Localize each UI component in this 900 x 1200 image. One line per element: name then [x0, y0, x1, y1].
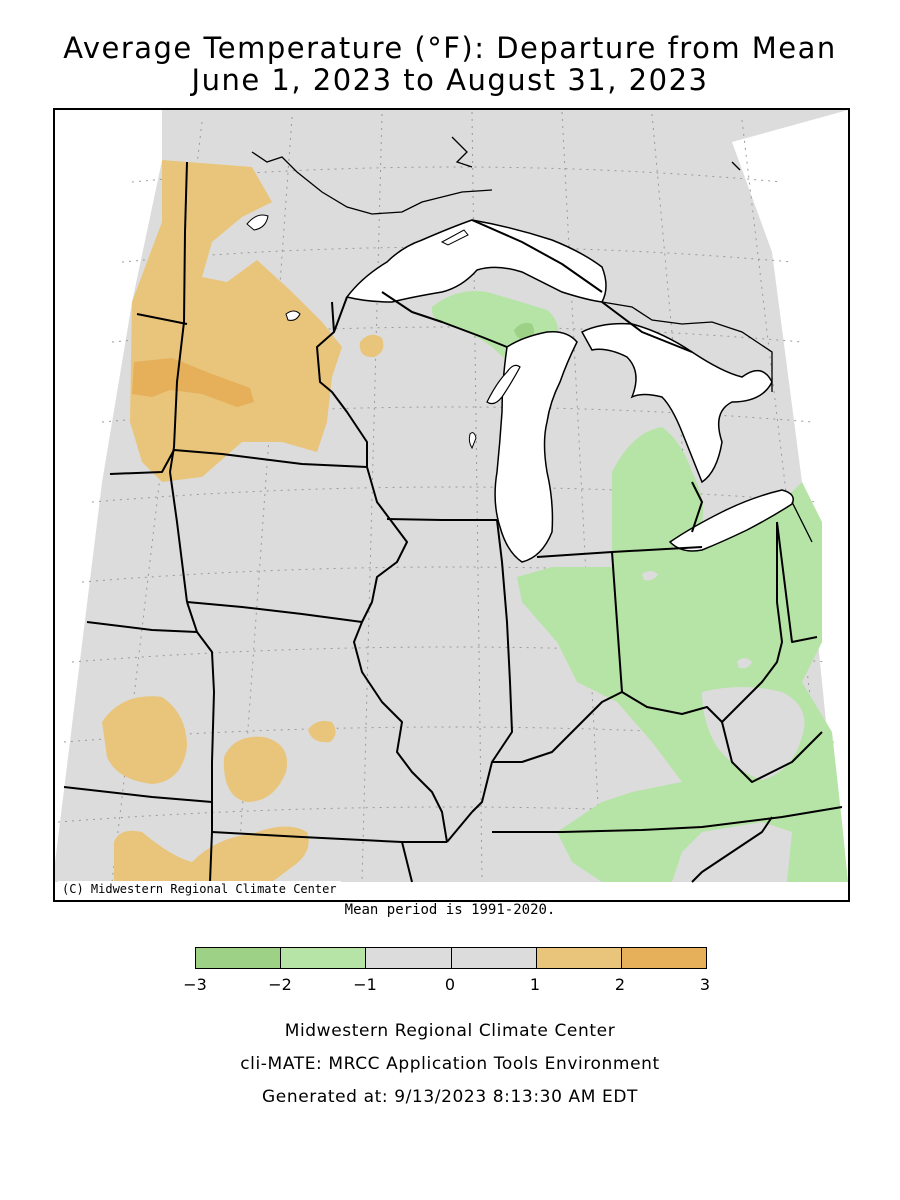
- footer-organization: Midwestern Regional Climate Center: [284, 1021, 616, 1041]
- legend-tick-label: 2: [614, 975, 626, 994]
- legend-tick-label: 3: [699, 975, 711, 994]
- legend-tick-label: 0: [444, 975, 456, 994]
- northern-coastline: [251, 136, 813, 543]
- warm-area-north: [130, 160, 342, 482]
- lake-winnebago: [468, 432, 477, 450]
- legend-swatch-warm-1-2: [536, 948, 622, 968]
- warm-area-mo-spot: [308, 721, 336, 743]
- legend-tick-label: −3: [183, 975, 207, 994]
- mean-period-note: Mean period is 1991-2020.: [344, 902, 556, 918]
- copyright-label: (C) Midwestern Regional Climate Center: [58, 881, 341, 897]
- green-bay: [486, 364, 521, 405]
- footer-generated-timestamp: Generated at: 9/13/2023 8:13:30 AM EDT: [261, 1087, 639, 1107]
- legend-tick-label: −1: [353, 975, 377, 994]
- warm-area-kansas: [102, 696, 187, 784]
- lake-erie: [668, 489, 794, 552]
- map-frame: (C) Midwestern Regional Climate Center: [53, 108, 850, 902]
- warm-area-wi-spot: [359, 334, 384, 358]
- warm-area-missouri: [223, 736, 288, 802]
- outside-projection: [55, 110, 162, 862]
- legend-tick-label: 1: [529, 975, 541, 994]
- temperature-departure-map: [55, 110, 848, 883]
- lake-of-the-woods: [246, 214, 269, 231]
- color-legend: [195, 947, 707, 969]
- red-lake: [285, 310, 301, 321]
- outside-projection-right: [732, 110, 848, 882]
- legend-swatch-cool-2-1: [281, 948, 367, 968]
- legend-swatch-normal-neg: [366, 948, 452, 968]
- legend-swatch-warm-2-3: [621, 948, 707, 968]
- warm-core-north: [132, 358, 254, 407]
- legend-swatch-normal-pos: [451, 948, 537, 968]
- normal-hole-kentucky: [702, 687, 805, 780]
- lake-michigan: [494, 330, 578, 563]
- legend-tick-label: −2: [268, 975, 292, 994]
- normal-hole-oh-spot: [737, 658, 752, 669]
- normal-hole-in-spot: [642, 571, 658, 581]
- legend-swatch-cool-3-2: [196, 948, 282, 968]
- footer-tool-name: cli-MATE: MRCC Application Tools Environ…: [240, 1054, 660, 1074]
- isle-royale: [440, 229, 469, 246]
- state-boundaries: [63, 161, 843, 883]
- map-title-line-2: June 1, 2023 to August 31, 2023: [191, 63, 709, 97]
- map-title-line-1: Average Temperature (°F): Departure from…: [63, 31, 837, 65]
